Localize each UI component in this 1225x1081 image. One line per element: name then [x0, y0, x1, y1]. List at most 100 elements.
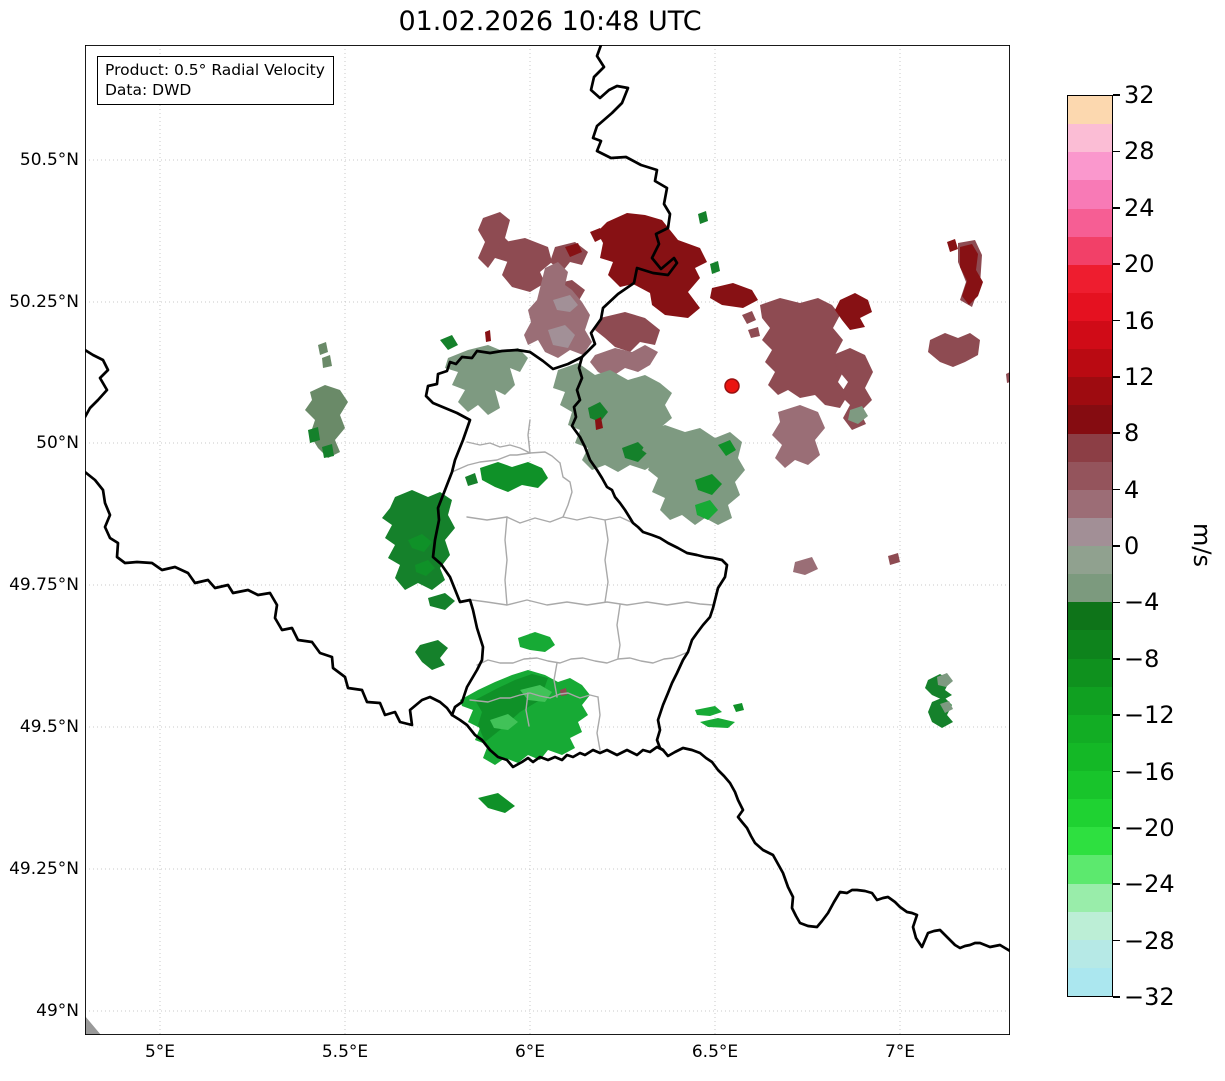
colorbar-band	[1068, 799, 1112, 828]
colorbar-band	[1068, 349, 1112, 378]
colorbar-tick-label: −12	[1124, 701, 1175, 730]
radar-echo-patch	[408, 534, 432, 552]
radar-echo-patch	[698, 211, 708, 224]
colorbar-band	[1068, 180, 1112, 209]
radar-echo-patch	[490, 714, 518, 730]
colorbar-tick-label: −4	[1124, 588, 1160, 617]
radar-echo-patch	[318, 342, 328, 355]
admin-border-line	[553, 662, 558, 698]
colorbar-band	[1068, 939, 1112, 968]
radar-echo-patch	[1006, 372, 1010, 383]
colorbar-tick-label: −32	[1124, 983, 1175, 1011]
y-tick-label: 49.75°N	[9, 575, 79, 595]
radar-echo-patch	[553, 295, 578, 312]
colorbar-band	[1068, 714, 1112, 743]
colorbar-band	[1068, 96, 1112, 125]
radar-echo-patch	[940, 701, 953, 713]
radar-echo-patch	[465, 473, 478, 486]
colorbar-tick-label: 8	[1124, 419, 1140, 448]
x-tick-label: 6.5°E	[691, 1042, 739, 1062]
radar-echo-patch	[710, 261, 720, 274]
radar-echo-patch	[793, 557, 818, 575]
colorbar-tick-label: 16	[1124, 306, 1155, 335]
radar-echo-patch	[518, 632, 555, 652]
colorbar-band	[1068, 827, 1112, 856]
radar-echo-patch	[642, 425, 745, 525]
colorbar-tick-mark	[1113, 150, 1120, 153]
product-label: Product: 0.5° Radial Velocity	[105, 61, 325, 79]
admin-border-line	[466, 516, 634, 524]
colorbar-band	[1068, 574, 1112, 603]
admin-border-line	[616, 604, 621, 659]
colorbar-band	[1068, 433, 1112, 462]
colorbar-band	[1068, 517, 1112, 546]
colorbar-tick-mark	[1113, 432, 1120, 435]
radar-echo-patch	[937, 673, 953, 687]
colorbar-tick-mark	[1113, 770, 1120, 773]
radar-echo-patch	[565, 243, 582, 257]
colorbar-tick-label: 28	[1124, 137, 1155, 166]
radar-echo-patch	[588, 402, 608, 422]
country-border-line	[424, 348, 584, 717]
axes-frame	[85, 45, 1010, 1035]
colorbar-tick-mark	[1113, 376, 1120, 378]
colorbar-tick-mark	[1113, 545, 1120, 547]
colorbar-tick-mark	[1113, 488, 1120, 491]
colorbar-tick-label: 24	[1124, 193, 1155, 222]
colorbar-tick-label: −8	[1124, 644, 1160, 673]
radar-echo-patch	[833, 348, 873, 430]
admin-border-line	[476, 651, 689, 666]
x-tick-label: 6°E	[514, 1042, 546, 1062]
colorbar-tick-label: 12	[1124, 362, 1155, 391]
country-border-line	[570, 355, 729, 752]
colorbar-tick-mark	[1113, 94, 1120, 96]
radar-echo-patch	[322, 444, 334, 458]
colorbar-tick-mark	[1113, 657, 1120, 660]
colorbar-tick-mark	[1113, 939, 1120, 942]
plot-title: 01.02.2026 10:48 UTC	[398, 6, 702, 37]
colorbar-band	[1068, 208, 1112, 237]
admin-border-line	[459, 599, 714, 606]
colorbar-tick-label: 32	[1124, 81, 1155, 109]
radar-echo-patch	[440, 335, 458, 350]
radar-echo-patch	[428, 593, 455, 610]
y-tick-label: 49.25°N	[9, 859, 79, 879]
colorbar-tick-label: 20	[1124, 250, 1155, 279]
radar-echo-patch	[695, 500, 718, 520]
radar-echo-patch	[928, 333, 980, 367]
radar-echo-patch	[445, 345, 528, 415]
colorbar-band	[1068, 602, 1112, 631]
radar-echo-patch	[485, 330, 491, 342]
colorbar-band	[1068, 630, 1112, 659]
colorbar	[1067, 95, 1113, 997]
country-border-line	[85, 348, 110, 419]
colorbar-band	[1068, 742, 1112, 771]
radar-echo-patch	[322, 355, 332, 368]
radar-echo-patch	[742, 311, 756, 324]
map-area: Product: 0.5° Radial Velocity Data: DWD	[85, 45, 1010, 1035]
y-tick-label: 50.25°N	[9, 292, 79, 312]
colorbar-tick-mark	[1113, 263, 1120, 265]
radar-echo-patch	[835, 293, 872, 330]
colorbar-band	[1068, 377, 1112, 406]
colorbar-band	[1068, 124, 1112, 153]
colorbar-band	[1068, 461, 1112, 490]
colorbar-tick-mark	[1113, 319, 1120, 322]
radar-echo-patch	[595, 417, 603, 430]
y-tick-label: 49°N	[36, 1001, 79, 1021]
colorbar-band	[1068, 883, 1112, 912]
colorbar-tick-mark	[1113, 827, 1120, 829]
country-border-line	[580, 45, 679, 359]
admin-border-line	[527, 419, 531, 454]
radar-echo-patch	[960, 244, 983, 305]
country-border-line	[85, 470, 454, 727]
radar-echo-patch	[480, 462, 548, 492]
country-border-line	[450, 713, 665, 769]
data-source-label: Data: DWD	[105, 81, 192, 100]
radar-echo-patch	[415, 640, 448, 670]
map-svg	[85, 45, 1010, 1035]
radar-echo-patch	[590, 345, 658, 378]
country-border-line	[661, 746, 1010, 953]
x-tick-label: 7°E	[884, 1042, 916, 1062]
colorbar-tick-mark	[1113, 601, 1120, 604]
